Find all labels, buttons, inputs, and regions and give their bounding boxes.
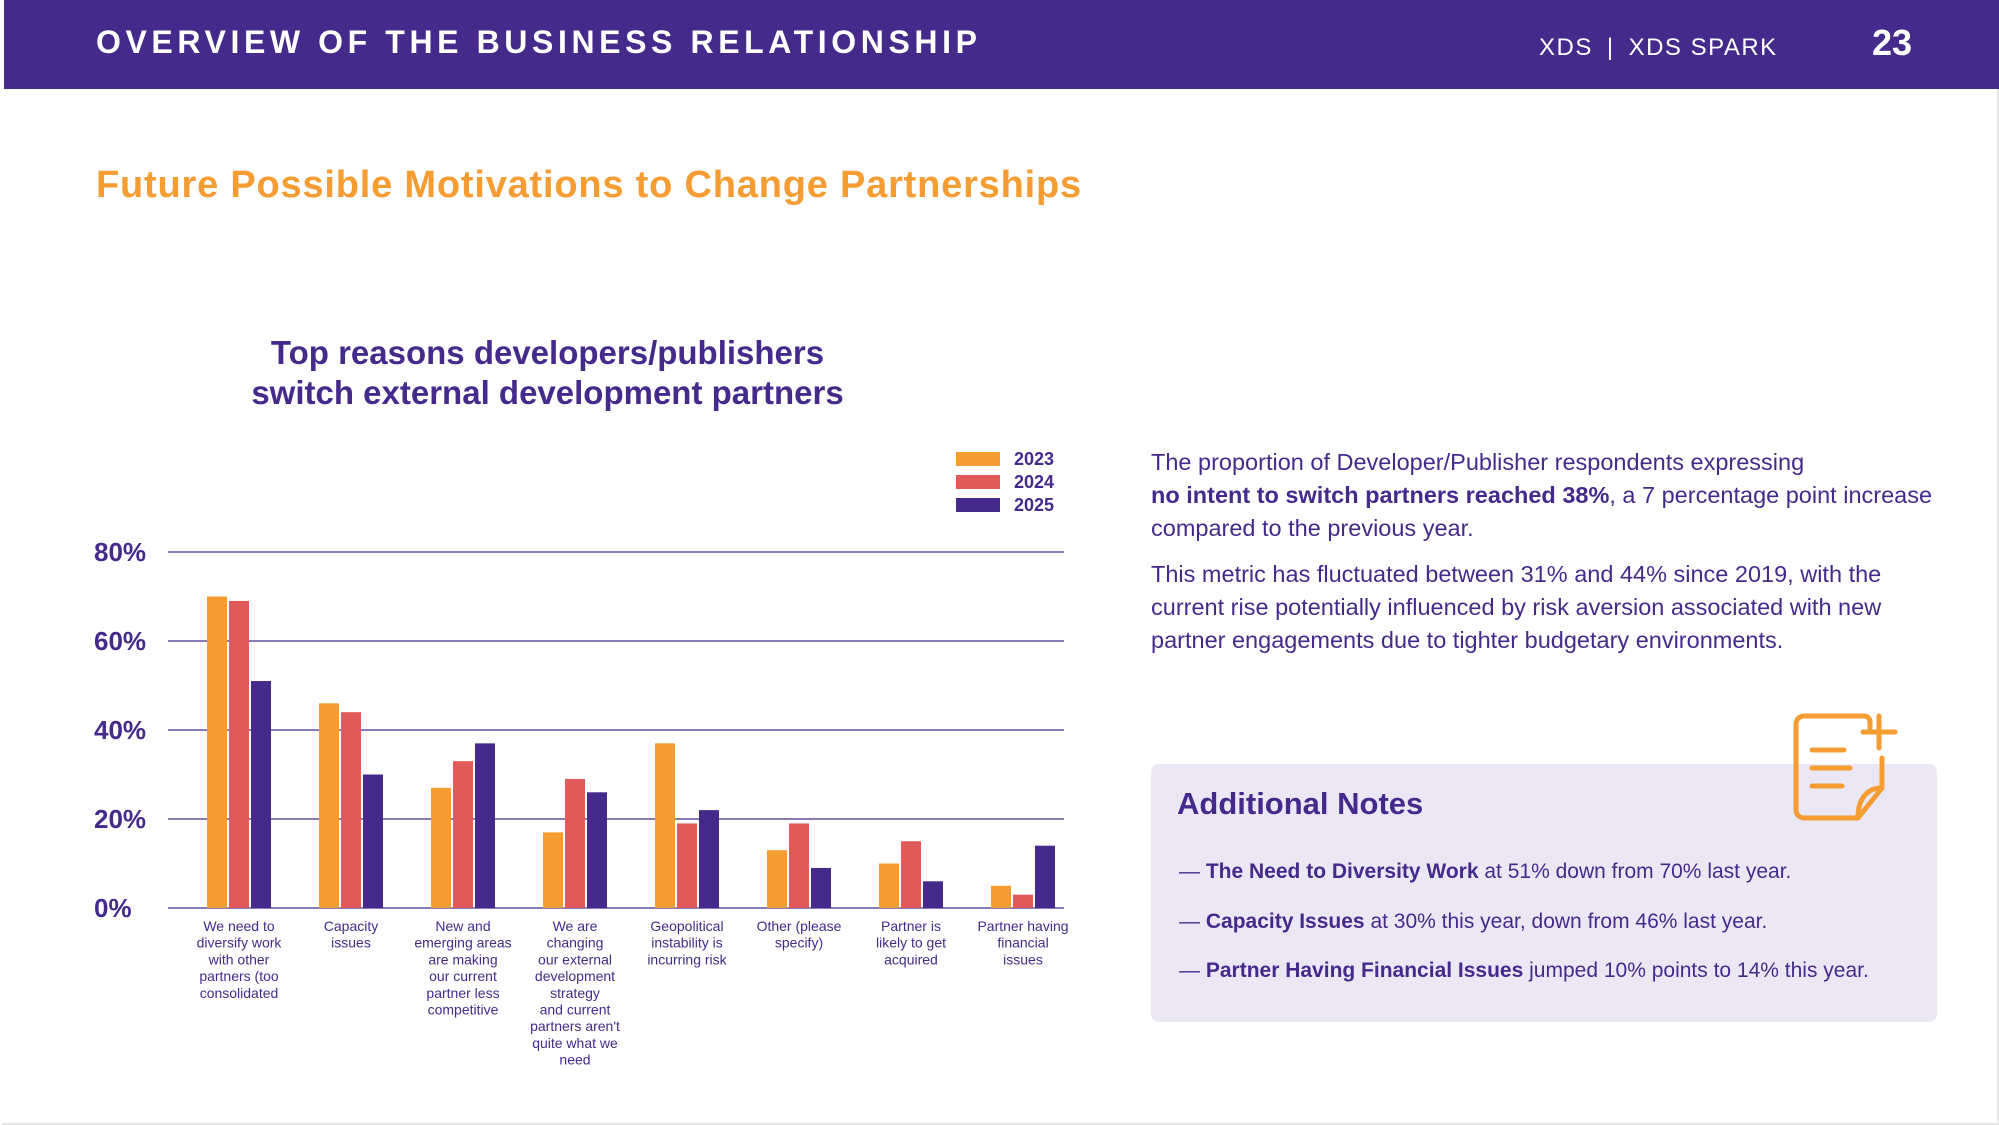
notes-list: — The Need to Diversity Work at 51% down… <box>1179 860 1869 1009</box>
note-item: — Partner Having Financial Issues jumped… <box>1179 959 1869 983</box>
note-text: jumped 10% points to 14% this year. <box>1523 959 1869 982</box>
notes-title: Additional Notes <box>1177 786 1424 821</box>
bar-2023 <box>431 787 451 908</box>
note-text: at 51% down from 70% last year. <box>1478 860 1792 883</box>
brand-xds: XDS <box>1539 34 1593 61</box>
bar-2025 <box>811 867 831 908</box>
note-bold: Capacity Issues <box>1205 909 1365 933</box>
bar-2023 <box>879 863 899 908</box>
summary-p1-end: , a 7 percentage point increase compared… <box>1151 482 1933 541</box>
bar-2024 <box>901 841 921 908</box>
bar-chart: 80% 60% 40% 20% 0% We need to diversify work wi… <box>94 449 1069 1068</box>
note-text: at 30% this year, down from 46% last yea… <box>1364 909 1768 933</box>
bar-2025 <box>251 681 271 908</box>
bar-2024 <box>453 761 473 908</box>
category-label: Partner having financial issues <box>977 918 1068 967</box>
note-bold: Partner Having Financial Issues <box>1205 959 1524 982</box>
chart-title: Top reasons developers/publishers switch… <box>150 333 945 413</box>
y-tick-label: 60% <box>94 626 146 656</box>
y-tick-label: 0% <box>94 893 132 923</box>
legend-label: 2023 <box>1014 449 1054 469</box>
notes-add-icon <box>1793 713 1898 821</box>
bar-2023 <box>319 703 339 908</box>
bar-2024 <box>341 712 361 908</box>
note-dash: — <box>1179 860 1200 883</box>
header-brand: XDS | XDS SPARK <box>1539 34 1778 62</box>
y-tick-label: 20% <box>94 804 146 834</box>
legend-label: 2025 <box>1014 495 1054 515</box>
chart-title-line-2: switch external development partners <box>251 374 844 411</box>
category-label: Partner is likely to get acquired <box>876 918 946 967</box>
note-item: — Capacity Issues at 30% this year, down… <box>1179 910 1869 934</box>
bar-2025 <box>923 881 943 908</box>
bar-2024 <box>565 778 585 908</box>
bar-2023 <box>767 850 787 908</box>
legend-swatch-2024 <box>956 475 1000 489</box>
category-label: We are changing our external development str… <box>530 918 620 1068</box>
brand-separator: | <box>1606 34 1615 61</box>
category-label: Other (please specify) <box>757 918 842 951</box>
note-dash: — <box>1179 959 1200 982</box>
bar-2025 <box>699 810 719 908</box>
category-label: We need to diversify work with other partne… <box>197 918 283 1001</box>
legend-swatch-2023 <box>956 452 1000 466</box>
bar-2023 <box>543 832 563 908</box>
category-label: Capacity issues <box>324 918 378 951</box>
summary-p1-start: The proportion of Developer/Publisher re… <box>1151 449 1805 475</box>
header-title: OVERVIEW OF THE BUSINESS RELATIONSHIP <box>96 24 982 60</box>
bar-2025 <box>363 774 383 908</box>
summary-paragraph-1: The proportion of Developer/Publisher re… <box>1151 446 1951 545</box>
page-number: 23 <box>1872 22 1913 63</box>
bar-2023 <box>655 743 675 908</box>
bar-2024 <box>789 823 809 908</box>
bar-2025 <box>587 792 607 908</box>
note-bold: The Need to Diversity Work <box>1205 860 1479 883</box>
bar-2024 <box>229 600 249 908</box>
bar-2023 <box>991 885 1011 908</box>
note-item: — The Need to Diversity Work at 51% down… <box>1179 860 1869 884</box>
summary-p1-highlight: no intent to switch partners reached 38% <box>1151 482 1610 508</box>
bar-2024 <box>677 823 697 908</box>
brand-xds-spark: XDS SPARK <box>1628 34 1778 61</box>
additional-notes-box: Additional Notes — The Need to Diversity… <box>1151 764 1937 1022</box>
y-tick-label: 40% <box>94 715 146 745</box>
bar-2024 <box>1013 894 1033 908</box>
category-label: Geopolitical instability is incurring risk <box>647 918 727 967</box>
legend-swatch-2025 <box>956 498 1000 512</box>
summary-paragraph-2: This metric has fluctuated between 31% a… <box>1151 561 1882 653</box>
legend-label: 2024 <box>1014 472 1054 492</box>
bar-2023 <box>207 596 227 908</box>
bar-2025 <box>475 743 495 908</box>
note-dash: — <box>1179 909 1200 933</box>
bar-2025 <box>1035 845 1055 908</box>
y-tick-label: 80% <box>94 537 146 567</box>
page-title: Future Possible Motivations to Change Pa… <box>96 164 1082 206</box>
summary-text: The proportion of Developer/Publisher re… <box>1151 446 1951 670</box>
category-label: New and emerging areas are making our curre… <box>414 918 511 1018</box>
chart-title-line-1: Top reasons developers/publishers <box>270 334 825 371</box>
header-bar: OVERVIEW OF THE BUSINESS RELATIONSHIP XD… <box>4 0 1999 89</box>
